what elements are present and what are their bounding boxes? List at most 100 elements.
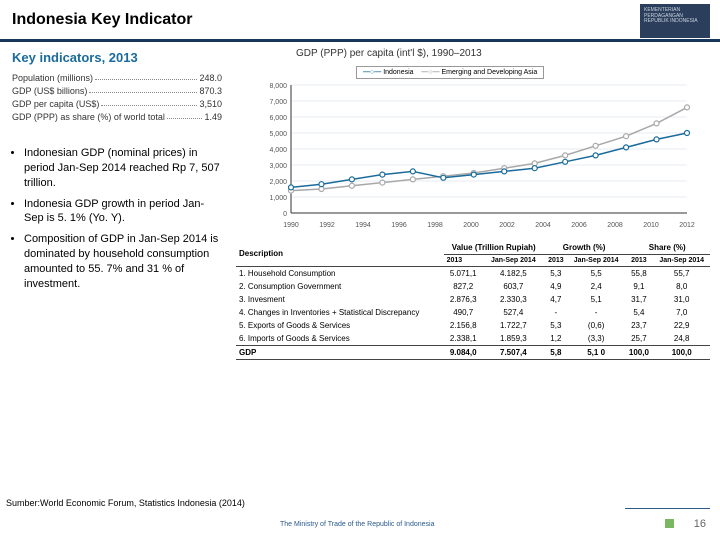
page-number: 16 — [694, 518, 706, 530]
table-cell: 55,7 — [653, 267, 710, 281]
ki-label: GDP per capita (US$) — [12, 99, 99, 109]
line-chart: 01,0002,0003,0004,0005,0006,0007,0008,00… — [236, 81, 710, 231]
th-share: Share (%) — [624, 241, 710, 255]
table-row: 4. Changes in Inventories + Statistical … — [236, 306, 710, 319]
ki-value: 870.3 — [199, 86, 222, 96]
legend-marker-emerging: —○— — [421, 69, 439, 76]
table-cell: 5. Exports of Goods & Services — [236, 319, 444, 332]
key-indicator-row: GDP (US$ billions)870.3 — [12, 86, 222, 96]
ki-label: GDP (PPP) as share (%) of world total — [12, 112, 165, 122]
table-cell: 4,7 — [544, 293, 568, 306]
th-sub: Jan-Sep 2014 — [483, 255, 544, 267]
table-cell: 7,0 — [653, 306, 710, 319]
svg-text:4,000: 4,000 — [269, 147, 287, 154]
left-panel: Key indicators, 2013 Population (million… — [0, 42, 230, 492]
table-cell: 1. Household Consumption — [236, 267, 444, 281]
table-row: 2. Consumption Government827,2603,74,92,… — [236, 280, 710, 293]
bullet-item: Indonesian GDP (nominal prices) in perio… — [24, 146, 222, 191]
table-cell: 4,9 — [544, 280, 568, 293]
ki-value: 3,510 — [199, 99, 222, 109]
svg-text:1992: 1992 — [319, 222, 335, 229]
footer-credit: The Ministry of Trade of the Republic of… — [280, 521, 434, 528]
table-cell: - — [544, 306, 568, 319]
table-cell: 1.859,3 — [483, 332, 544, 346]
svg-text:2008: 2008 — [607, 222, 623, 229]
table-cell: 1.722,7 — [483, 319, 544, 332]
table-cell: 5,5 — [568, 267, 625, 281]
ki-label: Population (millions) — [12, 73, 93, 83]
table-cell: 5,4 — [624, 306, 653, 319]
legend-label-emerging: Emerging and Developing Asia — [442, 69, 538, 76]
table-cell: (0,6) — [568, 319, 625, 332]
th-sub: Jan-Sep 2014 — [568, 255, 625, 267]
footer-accent-bar — [625, 508, 710, 509]
th-sub: 2013 — [544, 255, 568, 267]
svg-text:2012: 2012 — [679, 222, 695, 229]
key-indicators-list: Population (millions)248.0GDP (US$ billi… — [12, 73, 222, 122]
table-cell: 8,0 — [653, 280, 710, 293]
th-value: Value (Trillion Rupiah) — [444, 241, 544, 255]
table-cell: 100,0 — [653, 346, 710, 360]
key-indicator-row: GDP per capita (US$) 3,510 — [12, 99, 222, 109]
table-row: 5. Exports of Goods & Services2.156,81.7… — [236, 319, 710, 332]
ki-value: 1.49 — [204, 112, 222, 122]
chart-svg: 01,0002,0003,0004,0005,0006,0007,0008,00… — [236, 81, 710, 231]
table-cell: 31,0 — [653, 293, 710, 306]
table-cell: 9.084,0 — [444, 346, 483, 360]
ministry-logo: KEMENTERIAN PERDAGANGAN REPUBLIK INDONES… — [640, 4, 710, 38]
table-cell: 5,1 — [568, 293, 625, 306]
table-cell: 4.182,5 — [483, 267, 544, 281]
table-cell: (3,3) — [568, 332, 625, 346]
bullet-item: Composition of GDP in Jan-Sep 2014 is do… — [24, 232, 222, 291]
svg-text:6,000: 6,000 — [269, 115, 287, 122]
svg-text:2,000: 2,000 — [269, 179, 287, 186]
svg-text:1,000: 1,000 — [269, 195, 287, 202]
footer: The Ministry of Trade of the Republic of… — [0, 514, 720, 532]
svg-text:1994: 1994 — [355, 222, 371, 229]
table-cell: 2. Consumption Government — [236, 280, 444, 293]
table-cell: 7.507,4 — [483, 346, 544, 360]
th-description: Description — [236, 241, 444, 267]
table-cell: 100,0 — [624, 346, 653, 360]
svg-text:1990: 1990 — [283, 222, 299, 229]
table-cell: 25,7 — [624, 332, 653, 346]
table-cell: 5,3 — [544, 319, 568, 332]
title-bar: Indonesia Key Indicator — [0, 0, 720, 42]
bullet-item: Indonesia GDP growth in period Jan-Sep i… — [24, 197, 222, 227]
table-cell: 527,4 — [483, 306, 544, 319]
chart-legend: —○— Indonesia —○— Emerging and Developin… — [356, 66, 544, 79]
key-indicator-row: GDP (PPP) as share (%) of world total 1.4… — [12, 112, 222, 122]
table-cell: GDP — [236, 346, 444, 360]
source-text: Sumber:World Economic Forum, Statistics … — [6, 498, 245, 508]
svg-text:3,000: 3,000 — [269, 163, 287, 170]
svg-text:2006: 2006 — [571, 222, 587, 229]
table-cell: 31,7 — [624, 293, 653, 306]
key-indicators-heading: Key indicators, 2013 — [12, 50, 222, 65]
svg-text:5,000: 5,000 — [269, 131, 287, 138]
bullet-list: Indonesian GDP (nominal prices) in perio… — [12, 146, 222, 292]
table-cell: 2.156,8 — [444, 319, 483, 332]
th-sub: Jan-Sep 2014 — [653, 255, 710, 267]
table-cell: 3. Invesment — [236, 293, 444, 306]
table-cell: 4. Changes in Inventories + Statistical … — [236, 306, 444, 319]
svg-text:2004: 2004 — [535, 222, 551, 229]
table-cell: 5,1 0 — [568, 346, 625, 360]
table-cell: 24,8 — [653, 332, 710, 346]
svg-text:2010: 2010 — [643, 222, 659, 229]
svg-text:0: 0 — [283, 211, 287, 218]
table-cell: 6. Imports of Goods & Services — [236, 332, 444, 346]
svg-text:1998: 1998 — [427, 222, 443, 229]
footer-square-icon — [665, 519, 674, 528]
main-content: Key indicators, 2013 Population (million… — [0, 42, 720, 492]
table-cell: 5,3 — [544, 267, 568, 281]
table-cell: 2.330,3 — [483, 293, 544, 306]
svg-text:7,000: 7,000 — [269, 99, 287, 106]
table-cell: 55,8 — [624, 267, 653, 281]
table-cell: 2.876,3 — [444, 293, 483, 306]
table-cell: - — [568, 306, 625, 319]
table-cell: 603,7 — [483, 280, 544, 293]
table-cell: 23,7 — [624, 319, 653, 332]
table-row: 3. Invesment2.876,32.330,34,75,131,731,0 — [236, 293, 710, 306]
chart-title: GDP (PPP) per capita (int'l $), 1990–201… — [236, 48, 710, 59]
page-title: Indonesia Key Indicator — [0, 11, 192, 29]
